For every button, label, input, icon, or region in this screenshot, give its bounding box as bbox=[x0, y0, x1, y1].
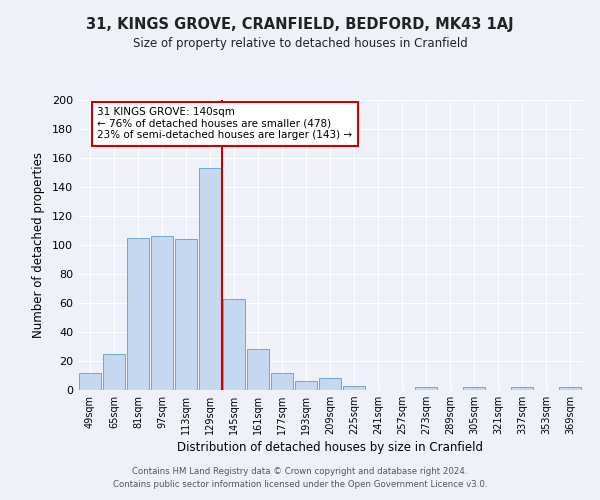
Bar bbox=[295, 382, 317, 390]
Bar bbox=[79, 372, 101, 390]
Bar bbox=[343, 386, 365, 390]
Text: 31, KINGS GROVE, CRANFIELD, BEDFORD, MK43 1AJ: 31, KINGS GROVE, CRANFIELD, BEDFORD, MK4… bbox=[86, 18, 514, 32]
Bar bbox=[127, 238, 149, 390]
Bar bbox=[103, 354, 125, 390]
Text: Contains public sector information licensed under the Open Government Licence v3: Contains public sector information licen… bbox=[113, 480, 487, 489]
Y-axis label: Number of detached properties: Number of detached properties bbox=[32, 152, 45, 338]
Bar bbox=[271, 372, 293, 390]
X-axis label: Distribution of detached houses by size in Cranfield: Distribution of detached houses by size … bbox=[177, 442, 483, 454]
Bar bbox=[247, 350, 269, 390]
Text: Size of property relative to detached houses in Cranfield: Size of property relative to detached ho… bbox=[133, 38, 467, 51]
Bar bbox=[559, 387, 581, 390]
Bar bbox=[151, 236, 173, 390]
Bar bbox=[199, 168, 221, 390]
Bar bbox=[415, 387, 437, 390]
Bar bbox=[463, 387, 485, 390]
Bar bbox=[511, 387, 533, 390]
Bar bbox=[223, 298, 245, 390]
Text: Contains HM Land Registry data © Crown copyright and database right 2024.: Contains HM Land Registry data © Crown c… bbox=[132, 467, 468, 476]
Bar bbox=[175, 239, 197, 390]
Bar bbox=[319, 378, 341, 390]
Text: 31 KINGS GROVE: 140sqm
← 76% of detached houses are smaller (478)
23% of semi-de: 31 KINGS GROVE: 140sqm ← 76% of detached… bbox=[97, 108, 352, 140]
